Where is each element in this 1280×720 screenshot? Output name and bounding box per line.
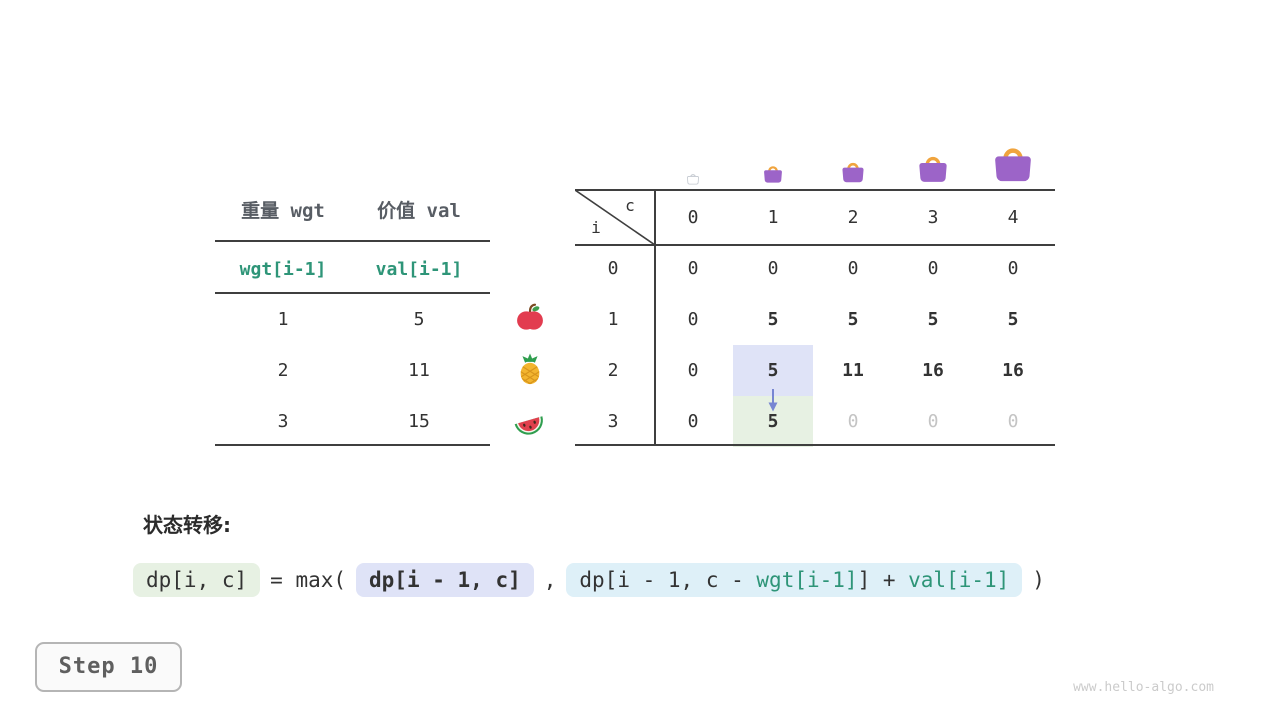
items-row-1-val: 11 — [408, 360, 430, 381]
items-row-2-wgt: 3 — [277, 411, 289, 432]
dp-cell-r1-c0: 0 — [687, 309, 699, 330]
dp-row-header-1: 1 — [607, 309, 619, 330]
dp-cell-r0-c2: 0 — [847, 258, 859, 279]
items-header-weight: 重量 wgt — [241, 200, 325, 222]
dp-col-header-0: 0 — [687, 207, 699, 228]
items-subheader-val: val[i-1] — [375, 259, 463, 280]
step-badge: Step 10 — [35, 642, 182, 692]
bag-medium-icon — [840, 159, 866, 188]
items-row-1-wgt: 2 — [277, 360, 289, 381]
formula-arg1-box: dp[i - 1, c] — [356, 563, 534, 597]
dp-cell-r2-c2: 11 — [842, 360, 864, 381]
dp-col-header-1: 1 — [767, 207, 779, 228]
dp-table-line-vertical — [654, 189, 656, 446]
formula-lhs-box: dp[i, c] — [133, 563, 261, 597]
dp-cell-r0-c3: 0 — [927, 258, 939, 279]
formula-operator: = max( — [270, 568, 347, 592]
dp-cell-r0-c1: 0 — [767, 258, 779, 279]
items-header-value: 价值 val — [377, 200, 461, 222]
corner-diagonal-divider — [575, 190, 655, 245]
dp-cell-r1-c2: 5 — [847, 309, 859, 330]
arrow-down-icon — [768, 389, 778, 412]
dp-table-line-bottom — [575, 444, 1055, 446]
dp-row-header-0: 0 — [607, 258, 619, 279]
items-row-0-val: 5 — [413, 309, 425, 330]
state-transition-formula: dp[i, c] = max( dp[i - 1, c] , dp[i - 1,… — [133, 558, 1045, 602]
dp-cell-r2-c4: 16 — [1002, 360, 1024, 381]
watermelon-icon — [511, 404, 547, 444]
dp-row-header-2: 2 — [607, 360, 619, 381]
bag-xlarge-icon — [991, 142, 1035, 188]
items-row-0-wgt: 1 — [277, 309, 289, 330]
dp-table-line-top — [575, 189, 1055, 191]
dp-cell-r0-c4: 0 — [1007, 258, 1019, 279]
dp-table-line-header — [575, 244, 1055, 246]
dp-cell-r1-c1: 5 — [767, 309, 779, 330]
dp-cell-r3-c2: 0 — [847, 411, 859, 432]
dp-cell-r3-c0: 0 — [687, 411, 699, 432]
dp-cell-r0-c0: 0 — [687, 258, 699, 279]
dp-col-header-2: 2 — [847, 207, 859, 228]
dp-cell-r3-c3: 0 — [927, 411, 939, 432]
watermark: www.hello-algo.com — [1073, 680, 1214, 695]
items-table-divider-bottom — [215, 444, 490, 446]
bag-small-icon — [762, 163, 784, 188]
formula-arg2-part2: ] + — [857, 568, 909, 592]
dp-cell-r2-c1: 5 — [767, 360, 779, 381]
formula-closing: ) — [1032, 568, 1045, 592]
corner-col-var: c — [625, 196, 635, 215]
state-transition-label: 状态转移: — [143, 513, 231, 537]
items-row-2-val: 15 — [408, 411, 430, 432]
pineapple-icon — [514, 353, 546, 389]
formula-arg2-box: dp[i - 1, c - wgt[i-1]] + val[i-1] — [566, 563, 1023, 597]
bag-empty-icon — [686, 170, 700, 189]
corner-row-var: i — [591, 218, 601, 237]
dp-cell-r3-c1: 5 — [767, 411, 779, 432]
bag-large-icon — [916, 152, 950, 188]
dp-col-header-4: 4 — [1007, 207, 1019, 228]
dp-cell-r2-c3: 16 — [922, 360, 944, 381]
dp-col-header-3: 3 — [927, 207, 939, 228]
formula-arg2-wgt: wgt[i-1] — [756, 568, 858, 592]
dp-cell-r1-c4: 5 — [1007, 309, 1019, 330]
items-table-divider-mid — [215, 292, 490, 294]
formula-arg2-val: val[i-1] — [908, 568, 1010, 592]
items-table-divider-top — [215, 240, 490, 242]
dp-cell-r3-c4: 0 — [1007, 411, 1019, 432]
apple-icon — [515, 303, 545, 337]
formula-separator: , — [543, 568, 557, 592]
items-subheader-wgt: wgt[i-1] — [239, 259, 327, 280]
dp-cell-r2-c0: 0 — [687, 360, 699, 381]
formula-arg2-part1: dp[i - 1, c - — [579, 568, 757, 592]
dp-highlight-source-cell — [733, 345, 813, 396]
dp-cell-r1-c3: 5 — [927, 309, 939, 330]
dp-row-header-3: 3 — [607, 411, 619, 432]
